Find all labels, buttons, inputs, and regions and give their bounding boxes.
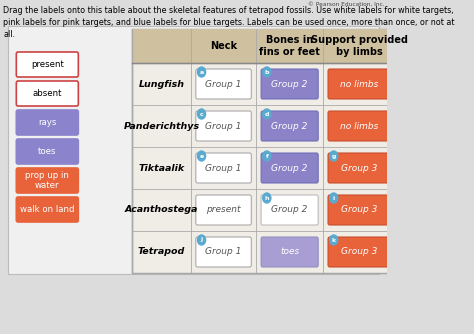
Text: i: i <box>333 195 335 200</box>
Text: toes: toes <box>280 247 299 257</box>
FancyBboxPatch shape <box>8 26 379 274</box>
FancyBboxPatch shape <box>16 139 78 164</box>
FancyBboxPatch shape <box>328 153 390 183</box>
FancyBboxPatch shape <box>261 153 318 183</box>
Text: prop up in
water: prop up in water <box>26 171 69 190</box>
Text: present: present <box>31 60 64 69</box>
Text: Group 2: Group 2 <box>272 205 308 214</box>
Text: g: g <box>331 154 336 159</box>
Circle shape <box>198 109 206 119</box>
Text: Group 1: Group 1 <box>205 79 242 89</box>
Text: absent: absent <box>33 89 62 98</box>
Text: present: present <box>206 205 241 214</box>
Text: Acanthostega: Acanthostega <box>125 205 198 214</box>
Text: Group 3: Group 3 <box>341 247 377 257</box>
FancyBboxPatch shape <box>261 195 318 225</box>
Text: Group 3: Group 3 <box>341 164 377 172</box>
FancyBboxPatch shape <box>261 111 318 141</box>
Text: c: c <box>200 112 203 117</box>
FancyBboxPatch shape <box>196 153 251 183</box>
FancyBboxPatch shape <box>16 197 78 222</box>
Text: f: f <box>265 154 268 159</box>
Text: Group 1: Group 1 <box>205 164 242 172</box>
FancyBboxPatch shape <box>132 29 395 63</box>
Circle shape <box>263 67 271 77</box>
Text: Lungfish: Lungfish <box>138 79 184 89</box>
FancyBboxPatch shape <box>328 237 390 267</box>
Text: h: h <box>264 195 269 200</box>
FancyBboxPatch shape <box>16 168 78 193</box>
Circle shape <box>263 151 271 161</box>
Text: Group 2: Group 2 <box>272 164 308 172</box>
Text: walk on land: walk on land <box>20 205 74 214</box>
Text: no limbs: no limbs <box>340 122 378 131</box>
Text: Group 2: Group 2 <box>272 122 308 131</box>
Circle shape <box>329 235 338 245</box>
Text: no limbs: no limbs <box>340 79 378 89</box>
Circle shape <box>198 151 206 161</box>
Text: k: k <box>332 237 336 242</box>
FancyBboxPatch shape <box>328 195 390 225</box>
FancyBboxPatch shape <box>132 29 395 273</box>
Text: Bones in
fins or feet: Bones in fins or feet <box>259 35 320 57</box>
Text: Support provided
by limbs: Support provided by limbs <box>310 35 408 57</box>
Text: Group 1: Group 1 <box>205 247 242 257</box>
Text: Drag the labels onto this table about the skeletal features of tetrapod fossils.: Drag the labels onto this table about th… <box>3 6 455 39</box>
FancyBboxPatch shape <box>16 81 78 106</box>
Text: Panderichthys: Panderichthys <box>124 122 200 131</box>
FancyBboxPatch shape <box>328 111 390 141</box>
FancyBboxPatch shape <box>16 52 78 77</box>
FancyBboxPatch shape <box>196 237 251 267</box>
Text: e: e <box>200 154 204 159</box>
Text: a: a <box>200 69 204 74</box>
Text: Tetrapod: Tetrapod <box>138 247 185 257</box>
Text: Neck: Neck <box>210 41 237 51</box>
FancyBboxPatch shape <box>196 111 251 141</box>
Circle shape <box>329 193 338 203</box>
FancyBboxPatch shape <box>196 69 251 99</box>
Text: b: b <box>264 69 269 74</box>
FancyBboxPatch shape <box>261 69 318 99</box>
Circle shape <box>263 109 271 119</box>
FancyBboxPatch shape <box>261 237 318 267</box>
Text: Group 1: Group 1 <box>205 122 242 131</box>
Circle shape <box>263 193 271 203</box>
Circle shape <box>329 151 338 161</box>
Text: rays: rays <box>38 118 56 127</box>
Text: j: j <box>201 237 202 242</box>
Text: Group 2: Group 2 <box>272 79 308 89</box>
Text: Group 3: Group 3 <box>341 205 377 214</box>
Text: d: d <box>264 112 269 117</box>
FancyBboxPatch shape <box>16 110 78 135</box>
FancyBboxPatch shape <box>328 69 390 99</box>
Text: toes: toes <box>38 147 56 156</box>
Circle shape <box>198 67 206 77</box>
FancyBboxPatch shape <box>196 195 251 225</box>
Text: © Pearson Education, Inc.: © Pearson Education, Inc. <box>309 2 385 7</box>
Text: Tiktaalik: Tiktaalik <box>138 164 185 172</box>
Circle shape <box>198 235 206 245</box>
